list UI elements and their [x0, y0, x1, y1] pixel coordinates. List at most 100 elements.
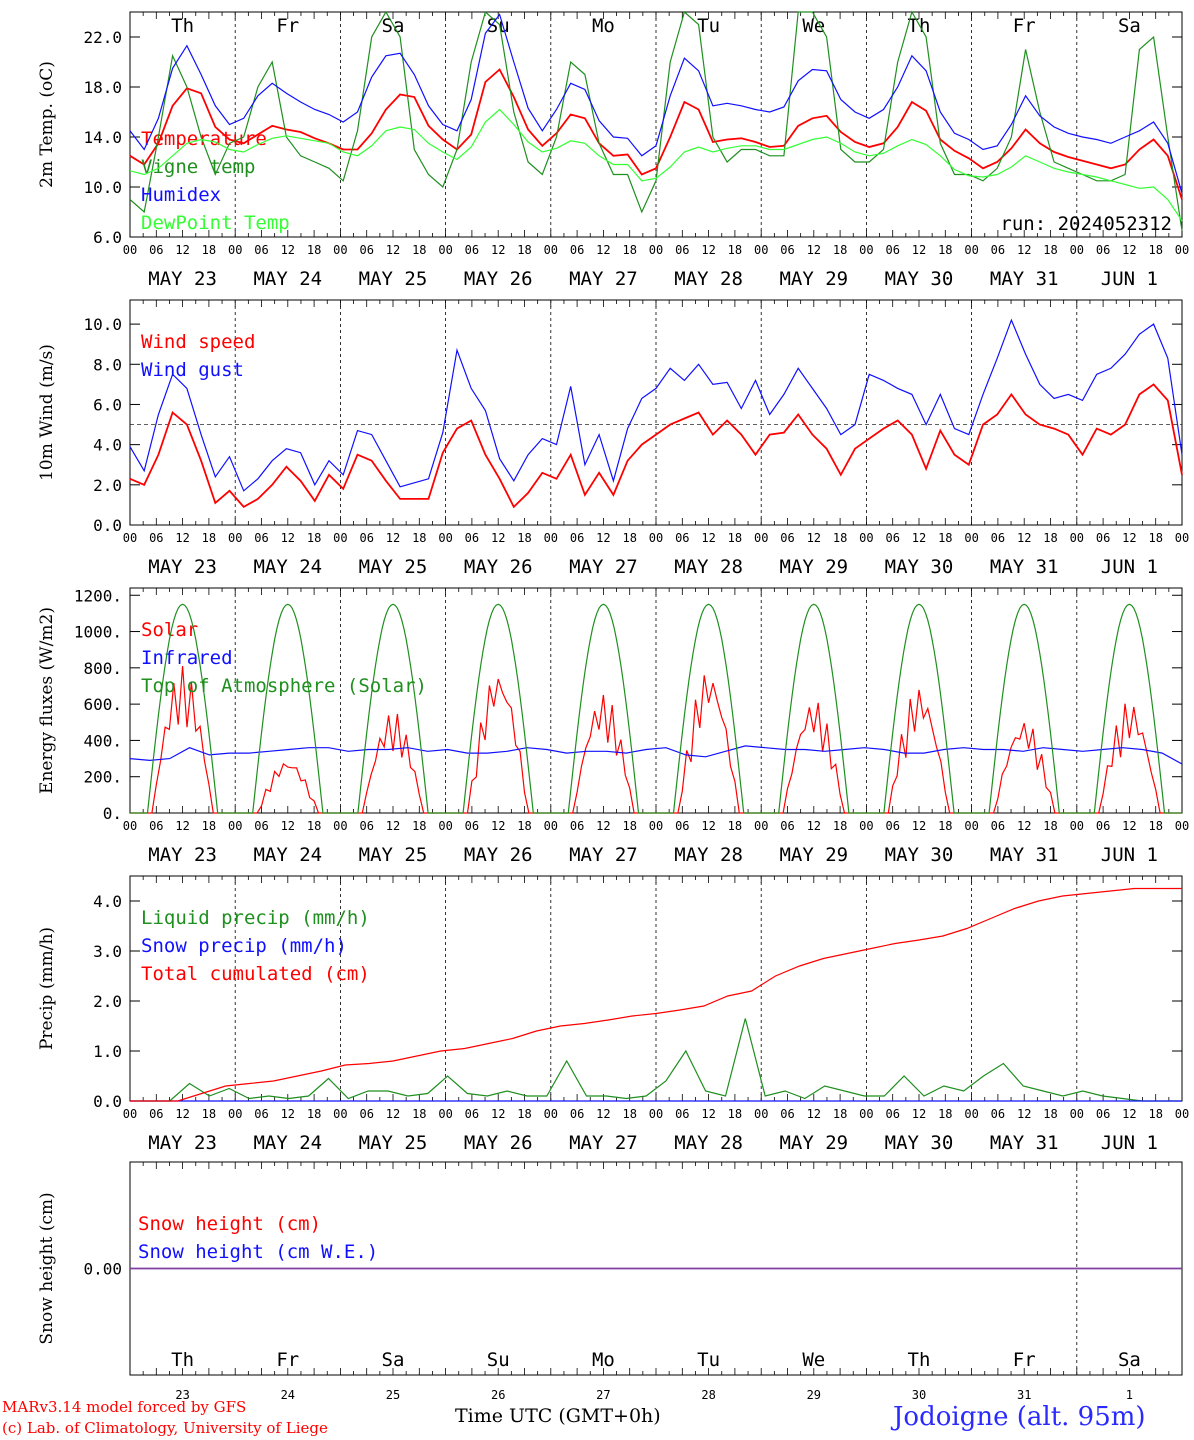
date-label: MAY 27 [569, 844, 638, 866]
legend-entry: Wind speed [141, 331, 255, 353]
hour-tick-label: 06 [570, 1107, 584, 1121]
y-tick-label: 6.0 [93, 228, 122, 247]
hour-tick-label: 06 [675, 819, 689, 833]
y-tick-label: 14.0 [83, 128, 122, 147]
series-line [129, 383, 1183, 509]
hour-tick-label: 12 [175, 531, 189, 545]
hour-tick-label: 06 [465, 531, 479, 545]
hour-tick-label: 18 [202, 531, 216, 545]
hour-tick-label: 00 [964, 243, 978, 257]
hour-tick-label: 06 [991, 531, 1005, 545]
hour-tick-label: 18 [202, 1107, 216, 1121]
hour-tick-label: 00 [123, 819, 137, 833]
panel-2: 0.0 2.0 4.0 6.0 8.0 10.0 10m Wind (m/s) 00 06 12 1… [37, 299, 1189, 578]
weekday-label: Sa [382, 15, 405, 37]
hour-tick-label: 12 [1122, 531, 1136, 545]
hour-tick-label: 12 [912, 243, 926, 257]
series-line [129, 108, 1183, 222]
hour-tick-label: 00 [544, 1107, 558, 1121]
hour-tick-label: 18 [307, 531, 321, 545]
weekday-label: Th [171, 15, 194, 37]
hour-tick-label: 18 [938, 531, 952, 545]
hour-tick-label: 18 [412, 531, 426, 545]
y-tick-label: 1200. [74, 586, 122, 605]
y-tick-label: 200. [83, 768, 122, 787]
series-line [130, 887, 1182, 1102]
hour-tick-label: 12 [912, 1107, 926, 1121]
date-label: MAY 26 [464, 1132, 533, 1154]
hour-tick-label: 00 [649, 819, 663, 833]
series-line [129, 318, 1183, 492]
date-label: MAY 29 [779, 556, 848, 578]
hour-tick-label: 00 [754, 1107, 768, 1121]
hour-tick-label: 00 [1070, 1107, 1084, 1121]
date-label: MAY 23 [148, 844, 217, 866]
hour-tick-label: 06 [991, 1107, 1005, 1121]
y-tick-label: 2.0 [93, 992, 122, 1011]
hour-tick-label: 18 [1148, 1107, 1162, 1121]
weekday-label: Mo [592, 1349, 615, 1371]
hour-tick-label: 12 [596, 531, 610, 545]
date-label: MAY 28 [674, 1132, 743, 1154]
hour-tick-label: 12 [281, 819, 295, 833]
hour-tick-label: 00 [754, 819, 768, 833]
hour-tick-label: 06 [359, 1107, 373, 1121]
y-axis-title: 2m Temp. (oC) [37, 61, 57, 188]
date-label: JUN 1 [1101, 844, 1158, 866]
hour-tick-label: 18 [833, 531, 847, 545]
hour-tick-label: 12 [1122, 243, 1136, 257]
hour-tick-label: 18 [728, 819, 742, 833]
date-label: MAY 26 [464, 556, 533, 578]
date-label: MAY 31 [990, 844, 1059, 866]
date-label: MAY 24 [253, 556, 322, 578]
legend-entry: Infrared [141, 647, 233, 669]
hour-tick-label: 00 [123, 531, 137, 545]
date-label: MAY 30 [885, 1132, 954, 1154]
series-line [129, 68, 1183, 200]
hour-tick-label: 12 [386, 819, 400, 833]
panel-5: 0.00 Snow height (cm) Th 23 Fr 24 Sa 25 Su 26 Mo 27… [37, 1161, 1183, 1402]
legend-entry: Snow height (cm W.E.) [138, 1241, 378, 1263]
hour-tick-label: 18 [307, 1107, 321, 1121]
hour-tick-label: 00 [649, 531, 663, 545]
y-tick-label: 0.00 [83, 1260, 122, 1279]
hour-tick-label: 12 [491, 1107, 505, 1121]
hour-tick-label: 06 [465, 1107, 479, 1121]
panel-3: 0. 200. 400. 600. 800. 1000. 1200. Energy fluxe… [37, 586, 1189, 866]
hour-tick-label: 00 [438, 531, 452, 545]
footer-lab: (c) Lab. of Climatology, University of L… [2, 1419, 328, 1437]
legend-entry: Total cumulated (cm) [141, 963, 370, 985]
hour-tick-label: 18 [622, 531, 636, 545]
hour-tick-label: 12 [175, 1107, 189, 1121]
hour-tick-label: 06 [359, 243, 373, 257]
hour-tick-label: 00 [1175, 243, 1189, 257]
hour-tick-label: 12 [807, 819, 821, 833]
hour-tick-label: 12 [1017, 1107, 1031, 1121]
hour-tick-label: 18 [202, 243, 216, 257]
hour-tick-label: 18 [412, 1107, 426, 1121]
date-label: JUN 1 [1101, 1132, 1158, 1154]
hour-tick-label: 06 [465, 243, 479, 257]
day-number-label: 28 [701, 1388, 715, 1402]
hour-tick-label: 18 [1043, 1107, 1057, 1121]
weekday-label: Tu [697, 15, 720, 37]
hour-tick-label: 18 [1043, 819, 1057, 833]
hour-tick-label: 18 [833, 243, 847, 257]
y-tick-label: 600. [83, 695, 122, 714]
hour-tick-label: 12 [491, 243, 505, 257]
panel-1: 6.0 10.0 14.0 18.0 22.0 2m Temp. (oC) 00 06 12 18… [37, 10, 1189, 290]
y-tick-label: 8.0 [93, 355, 122, 374]
legend-entry: Humidex [141, 184, 221, 206]
hour-tick-label: 18 [1148, 243, 1162, 257]
hour-tick-label: 18 [412, 243, 426, 257]
hour-tick-label: 06 [780, 531, 794, 545]
date-label: MAY 28 [674, 268, 743, 290]
hour-tick-label: 12 [912, 819, 926, 833]
hour-tick-label: 06 [254, 819, 268, 833]
hour-tick-label: 12 [1017, 243, 1031, 257]
hour-tick-label: 00 [964, 531, 978, 545]
hour-tick-label: 00 [228, 243, 242, 257]
series-line [129, 13, 1183, 194]
hour-tick-label: 12 [701, 819, 715, 833]
hour-tick-label: 06 [149, 1107, 163, 1121]
